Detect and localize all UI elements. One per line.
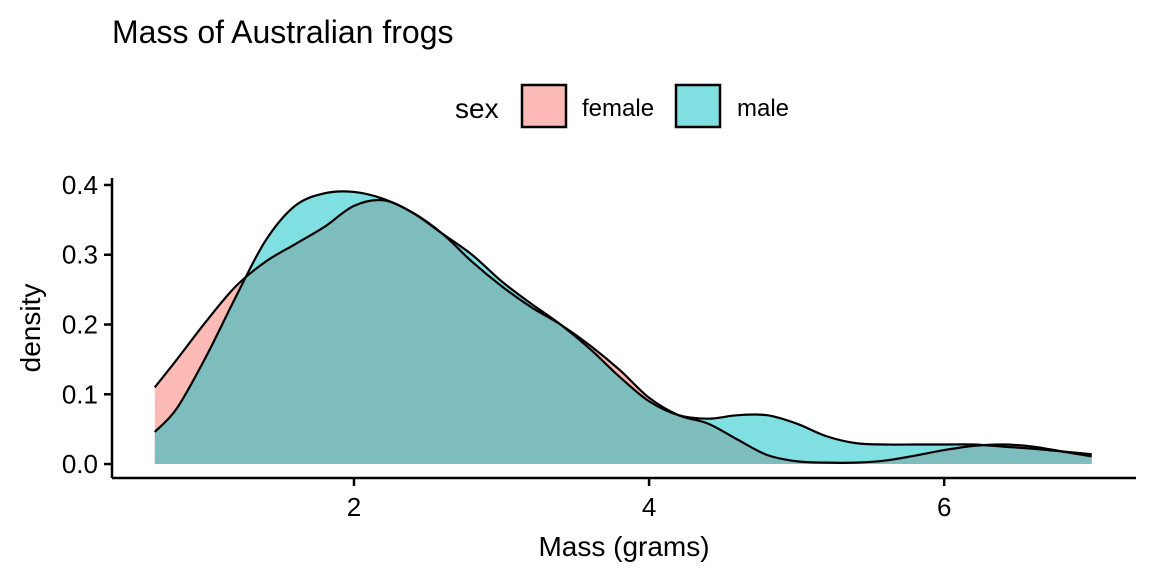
chart-title: Mass of Australian frogs [112, 14, 453, 50]
x-axis-label: Mass (grams) [538, 531, 709, 562]
y-tick-label: 0.1 [62, 379, 98, 409]
y-tick-label: 0.2 [62, 310, 98, 340]
density-line-male [153, 190, 1092, 456]
series-layer [153, 190, 1092, 465]
legend-key-female [520, 83, 568, 129]
legend-key-male [674, 83, 722, 129]
y-ticks: 0.0 0.1 0.2 0.3 0.4 [62, 170, 112, 479]
legend-label-male: male [737, 95, 789, 122]
legend-label-female: female [582, 95, 654, 122]
density-area-male [154, 191, 1092, 465]
legend: sex female male [455, 83, 789, 129]
y-tick-label: 0.0 [62, 449, 98, 479]
x-tick-label: 4 [642, 492, 656, 522]
density-line-female [153, 198, 1092, 464]
y-axis-label: density [15, 284, 46, 373]
x-tick-label: 2 [347, 492, 361, 522]
y-tick-label: 0.3 [62, 240, 98, 270]
x-ticks: 2 4 6 [347, 478, 951, 522]
x-tick-label: 6 [937, 492, 951, 522]
legend-title: sex [455, 93, 499, 124]
y-tick-label: 0.4 [62, 170, 98, 200]
